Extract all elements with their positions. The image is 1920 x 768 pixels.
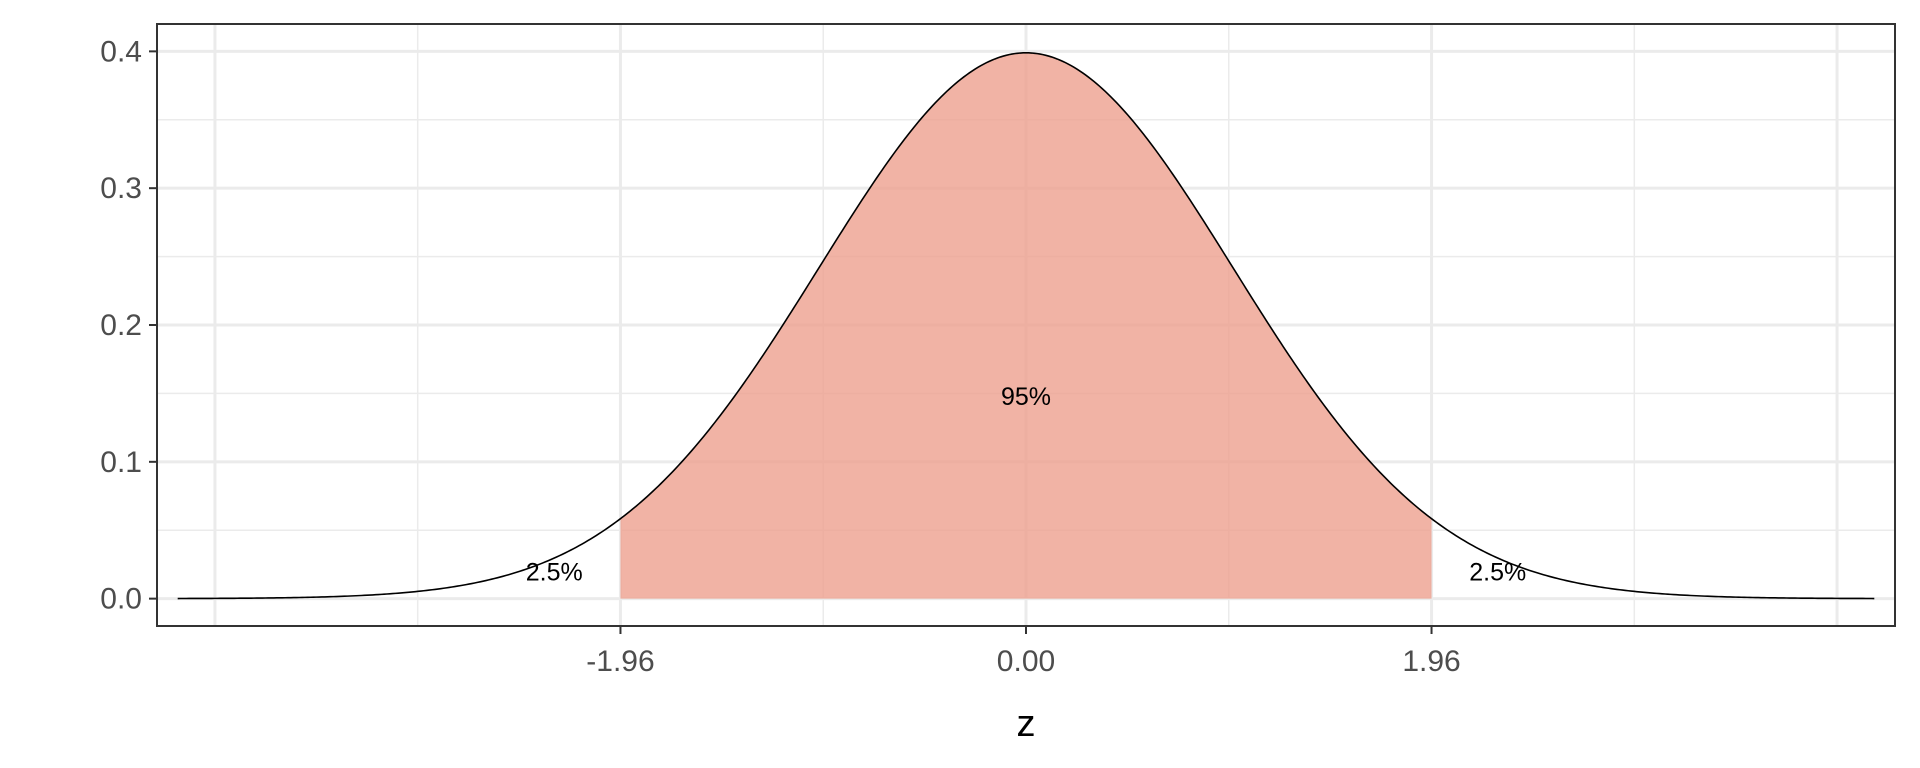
x-axis-title: z <box>1017 703 1036 745</box>
y-tick-label: 0.0 <box>100 583 142 616</box>
shaded-area <box>620 52 1432 599</box>
y-tick-label: 0.1 <box>100 446 142 479</box>
density-curve <box>177 52 1875 600</box>
y-axis: 0.0 0.1 0.2 0.3 0.4 <box>100 35 157 616</box>
x-tick-label: 1.96 <box>1402 645 1460 678</box>
annotations: 2.5% 95% 2.5% <box>526 383 1526 586</box>
x-tick-label: 0.00 <box>997 645 1055 678</box>
y-tick-label: 0.4 <box>100 35 142 68</box>
x-tick-label: -1.96 <box>586 645 654 678</box>
percent-annotation: 95% <box>1001 383 1051 411</box>
percent-annotation: 2.5% <box>1469 558 1526 586</box>
density-line <box>177 52 1875 600</box>
percent-annotation: 2.5% <box>526 558 583 586</box>
y-tick-label: 0.3 <box>100 172 142 205</box>
shaded-95-region <box>620 52 1432 599</box>
x-axis: -1.96 0.00 1.96 <box>586 626 1461 678</box>
y-tick-label: 0.2 <box>100 309 142 342</box>
